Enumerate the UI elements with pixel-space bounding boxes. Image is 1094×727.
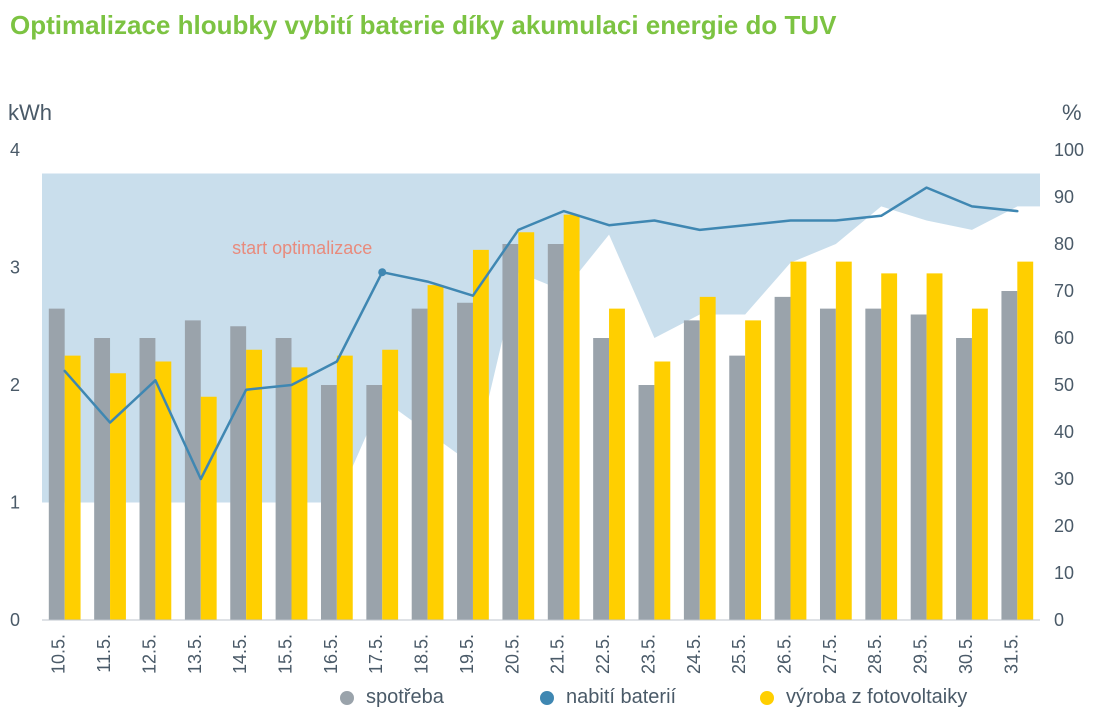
legend-label: nabití baterií xyxy=(566,686,676,709)
ytick-right: 60 xyxy=(1054,328,1074,348)
bar-vyroba xyxy=(337,356,353,620)
ytick-right: 20 xyxy=(1054,516,1074,536)
bar-vyroba xyxy=(927,273,943,620)
annotation-start-optimalizace: start optimalizace xyxy=(232,238,372,258)
bar-spotreba xyxy=(548,244,564,620)
bar-spotreba xyxy=(140,338,156,620)
ytick-left: 2 xyxy=(10,375,20,395)
xtick-label: 29.5. xyxy=(911,634,931,674)
legend-label: spotřeba xyxy=(366,686,444,709)
bar-spotreba xyxy=(276,338,292,620)
chart-canvas: start optimalizace0123401020304050607080… xyxy=(0,0,1094,727)
xtick-label: 31.5. xyxy=(1001,634,1021,674)
bar-vyroba xyxy=(65,356,81,620)
xtick-label: 13.5. xyxy=(185,634,205,674)
bar-spotreba xyxy=(321,385,337,620)
bar-vyroba xyxy=(564,215,580,620)
ytick-right: 10 xyxy=(1054,563,1074,583)
bar-spotreba xyxy=(865,309,881,620)
bar-vyroba xyxy=(609,309,625,620)
bar-vyroba xyxy=(972,309,988,620)
xtick-label: 17.5. xyxy=(366,634,386,674)
bar-spotreba xyxy=(729,356,745,620)
bar-spotreba xyxy=(457,303,473,620)
bar-spotreba xyxy=(1001,291,1017,620)
bar-spotreba xyxy=(911,315,927,621)
bar-vyroba xyxy=(791,262,807,620)
bar-spotreba xyxy=(593,338,609,620)
bar-spotreba xyxy=(684,320,700,620)
xtick-label: 16.5. xyxy=(321,634,341,674)
xtick-label: 15.5. xyxy=(276,634,296,674)
ytick-left: 4 xyxy=(10,140,20,160)
legend: spotřeba nabití baterií výroba z fotovolta… xyxy=(0,686,1094,714)
ytick-left: 0 xyxy=(10,610,20,630)
bar-spotreba xyxy=(956,338,972,620)
xtick-label: 18.5. xyxy=(412,634,432,674)
xtick-label: 10.5. xyxy=(49,634,69,674)
ytick-right: 40 xyxy=(1054,422,1074,442)
bar-spotreba xyxy=(230,326,246,620)
bar-spotreba xyxy=(639,385,655,620)
legend-dot-icon xyxy=(340,691,354,705)
xtick-label: 25.5. xyxy=(729,634,749,674)
xtick-label: 11.5. xyxy=(94,634,114,673)
legend-dot-icon xyxy=(540,691,554,705)
ytick-left: 3 xyxy=(10,258,20,278)
ytick-right: 70 xyxy=(1054,281,1074,301)
bar-vyroba xyxy=(700,297,716,620)
ytick-right: 80 xyxy=(1054,234,1074,254)
legend-label: výroba z fotovoltaiky xyxy=(786,686,967,709)
bar-vyroba xyxy=(292,367,308,620)
bar-spotreba xyxy=(502,244,518,620)
bar-spotreba xyxy=(820,309,836,620)
bar-vyroba xyxy=(1017,262,1033,620)
bar-spotreba xyxy=(49,309,65,620)
bar-vyroba xyxy=(745,320,761,620)
ytick-right: 90 xyxy=(1054,187,1074,207)
bar-vyroba xyxy=(428,285,444,620)
bar-vyroba xyxy=(201,397,217,620)
legend-item: nabití baterií xyxy=(540,686,676,709)
xtick-label: 19.5. xyxy=(457,634,477,674)
legend-item: výroba z fotovoltaiky xyxy=(760,686,967,709)
line-marker xyxy=(378,268,386,276)
xtick-label: 23.5. xyxy=(638,634,658,674)
xtick-label: 26.5. xyxy=(775,634,795,674)
bar-spotreba xyxy=(94,338,110,620)
ytick-right: 30 xyxy=(1054,469,1074,489)
bar-vyroba xyxy=(881,273,897,620)
bar-spotreba xyxy=(185,320,201,620)
legend-dot-icon xyxy=(760,691,774,705)
bar-spotreba xyxy=(366,385,382,620)
bar-vyroba xyxy=(518,232,534,620)
xtick-label: 21.5. xyxy=(548,634,568,674)
xtick-label: 30.5. xyxy=(956,634,976,674)
ytick-left: 1 xyxy=(10,493,20,513)
bar-spotreba xyxy=(775,297,791,620)
xtick-label: 20.5. xyxy=(502,634,522,674)
bar-vyroba xyxy=(473,250,489,620)
xtick-label: 24.5. xyxy=(684,634,704,674)
ytick-right: 100 xyxy=(1054,140,1084,160)
bar-vyroba xyxy=(654,362,670,621)
xtick-label: 22.5. xyxy=(593,634,613,674)
bar-vyroba xyxy=(836,262,852,620)
bar-spotreba xyxy=(412,309,428,620)
ytick-right: 50 xyxy=(1054,375,1074,395)
xtick-label: 14.5. xyxy=(230,634,250,674)
xtick-label: 27.5. xyxy=(820,634,840,674)
legend-item: spotřeba xyxy=(340,686,444,709)
bar-vyroba xyxy=(382,350,398,620)
xtick-label: 28.5. xyxy=(865,634,885,674)
ytick-right: 0 xyxy=(1054,610,1064,630)
xtick-label: 12.5. xyxy=(139,634,159,674)
